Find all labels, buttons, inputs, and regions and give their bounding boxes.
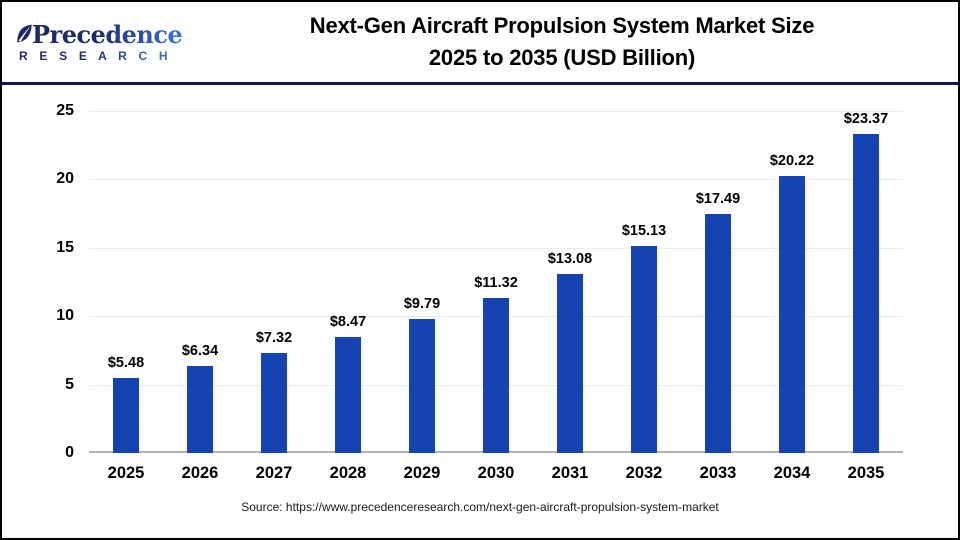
logo-name-text: Precedence bbox=[32, 19, 183, 49]
bar-value-label: $7.32 bbox=[255, 329, 293, 346]
y-axis-tick-label: 20 bbox=[56, 170, 74, 188]
logo-wordmark: Precedence bbox=[16, 21, 183, 48]
y-axis-tick-label: 0 bbox=[65, 444, 74, 461]
bar-value-label: $9.79 bbox=[403, 296, 441, 313]
bar-value-label: $6.34 bbox=[181, 343, 219, 360]
x-axis-label: 2026 bbox=[181, 464, 219, 482]
bar-column-2034: $20.22 bbox=[755, 111, 829, 453]
gridline bbox=[89, 247, 903, 249]
bar-column-2025: $5.48 bbox=[89, 111, 163, 453]
bar-2030 bbox=[483, 298, 509, 453]
bar-column-2035: $23.37 bbox=[829, 111, 903, 453]
bar-column-2033: $17.49 bbox=[681, 111, 755, 453]
chart-title: Next-Gen Aircraft Propulsion System Mark… bbox=[178, 10, 946, 74]
bar-value-label: $17.49 bbox=[695, 190, 741, 207]
bar-value-label: $23.37 bbox=[843, 111, 889, 127]
chart-title-line1: Next-Gen Aircraft Propulsion System Mark… bbox=[309, 13, 815, 38]
bar-2027 bbox=[261, 352, 287, 453]
bar-value-label: $13.08 bbox=[547, 251, 593, 268]
chart-title-line2: 2025 to 2035 (USD Billion) bbox=[428, 45, 696, 70]
bar-value-label: $8.47 bbox=[329, 314, 367, 331]
bar-column-2026: $6.34 bbox=[163, 111, 237, 453]
y-axis-tick-label: 25 bbox=[56, 102, 74, 119]
logo-subname-text: R E S E A R C H bbox=[16, 49, 178, 63]
plot-area: $5.48 $6.34 $7.32 $8.47 $9.79 $11.32 $13.08 $15… bbox=[56, 102, 903, 461]
bar-2031 bbox=[557, 274, 583, 453]
x-axis-label: 2035 bbox=[847, 464, 885, 482]
x-axis-label: 2031 bbox=[551, 464, 589, 482]
x-axis-label: 2032 bbox=[625, 464, 663, 482]
bar-column-2028: $8.47 bbox=[311, 111, 385, 453]
header: Precedence R E S E A R C H Next-Gen Airc… bbox=[2, 2, 958, 85]
bar-2025 bbox=[113, 378, 139, 453]
x-axis-labels: 2025 2026 2027 2028 2029 2030 2031 2032 2033 2034… bbox=[89, 464, 903, 483]
x-axis-label: 2025 bbox=[107, 464, 145, 482]
bar-column-2027: $7.32 bbox=[237, 111, 311, 453]
bar-2029 bbox=[409, 319, 435, 453]
y-axis-tick-label: 5 bbox=[65, 375, 74, 393]
bar-value-label: $20.22 bbox=[769, 153, 815, 170]
x-axis-label: 2033 bbox=[699, 464, 737, 482]
x-axis-label: 2034 bbox=[773, 464, 811, 482]
bar-column-2032: $15.13 bbox=[607, 111, 681, 453]
bar-value-label: $15.13 bbox=[621, 223, 667, 240]
bar-value-label: $11.32 bbox=[474, 275, 518, 292]
gridline bbox=[89, 111, 903, 112]
x-axis-label: 2030 bbox=[477, 464, 515, 482]
bar-2026 bbox=[187, 366, 213, 453]
bar-column-2029: $9.79 bbox=[385, 111, 459, 453]
bar-2028 bbox=[335, 337, 361, 453]
y-axis-tick-label: 15 bbox=[56, 238, 74, 256]
x-axis-label: 2027 bbox=[255, 464, 293, 482]
gridline bbox=[89, 179, 903, 181]
x-axis-label: 2028 bbox=[329, 464, 367, 482]
y-axis-tick-label: 10 bbox=[56, 307, 74, 325]
bars-row: $5.48 $6.34 $7.32 $8.47 $9.79 $11.32 $13.08 $15… bbox=[89, 111, 903, 453]
bar-value-label: $5.48 bbox=[107, 355, 145, 372]
bar-2035 bbox=[853, 134, 879, 453]
precedence-research-logo: Precedence R E S E A R C H bbox=[16, 21, 183, 63]
bar-column-2030: $11.32 bbox=[459, 111, 533, 453]
bar-column-2031: $13.08 bbox=[533, 111, 607, 453]
bar-2033 bbox=[705, 213, 731, 453]
bar-2032 bbox=[631, 246, 657, 453]
source-text: Source: https://www.precedenceresearch.c… bbox=[241, 500, 719, 514]
leaf-icon bbox=[17, 24, 32, 42]
x-axis-label: 2029 bbox=[403, 464, 441, 482]
bar-2034 bbox=[779, 176, 805, 453]
